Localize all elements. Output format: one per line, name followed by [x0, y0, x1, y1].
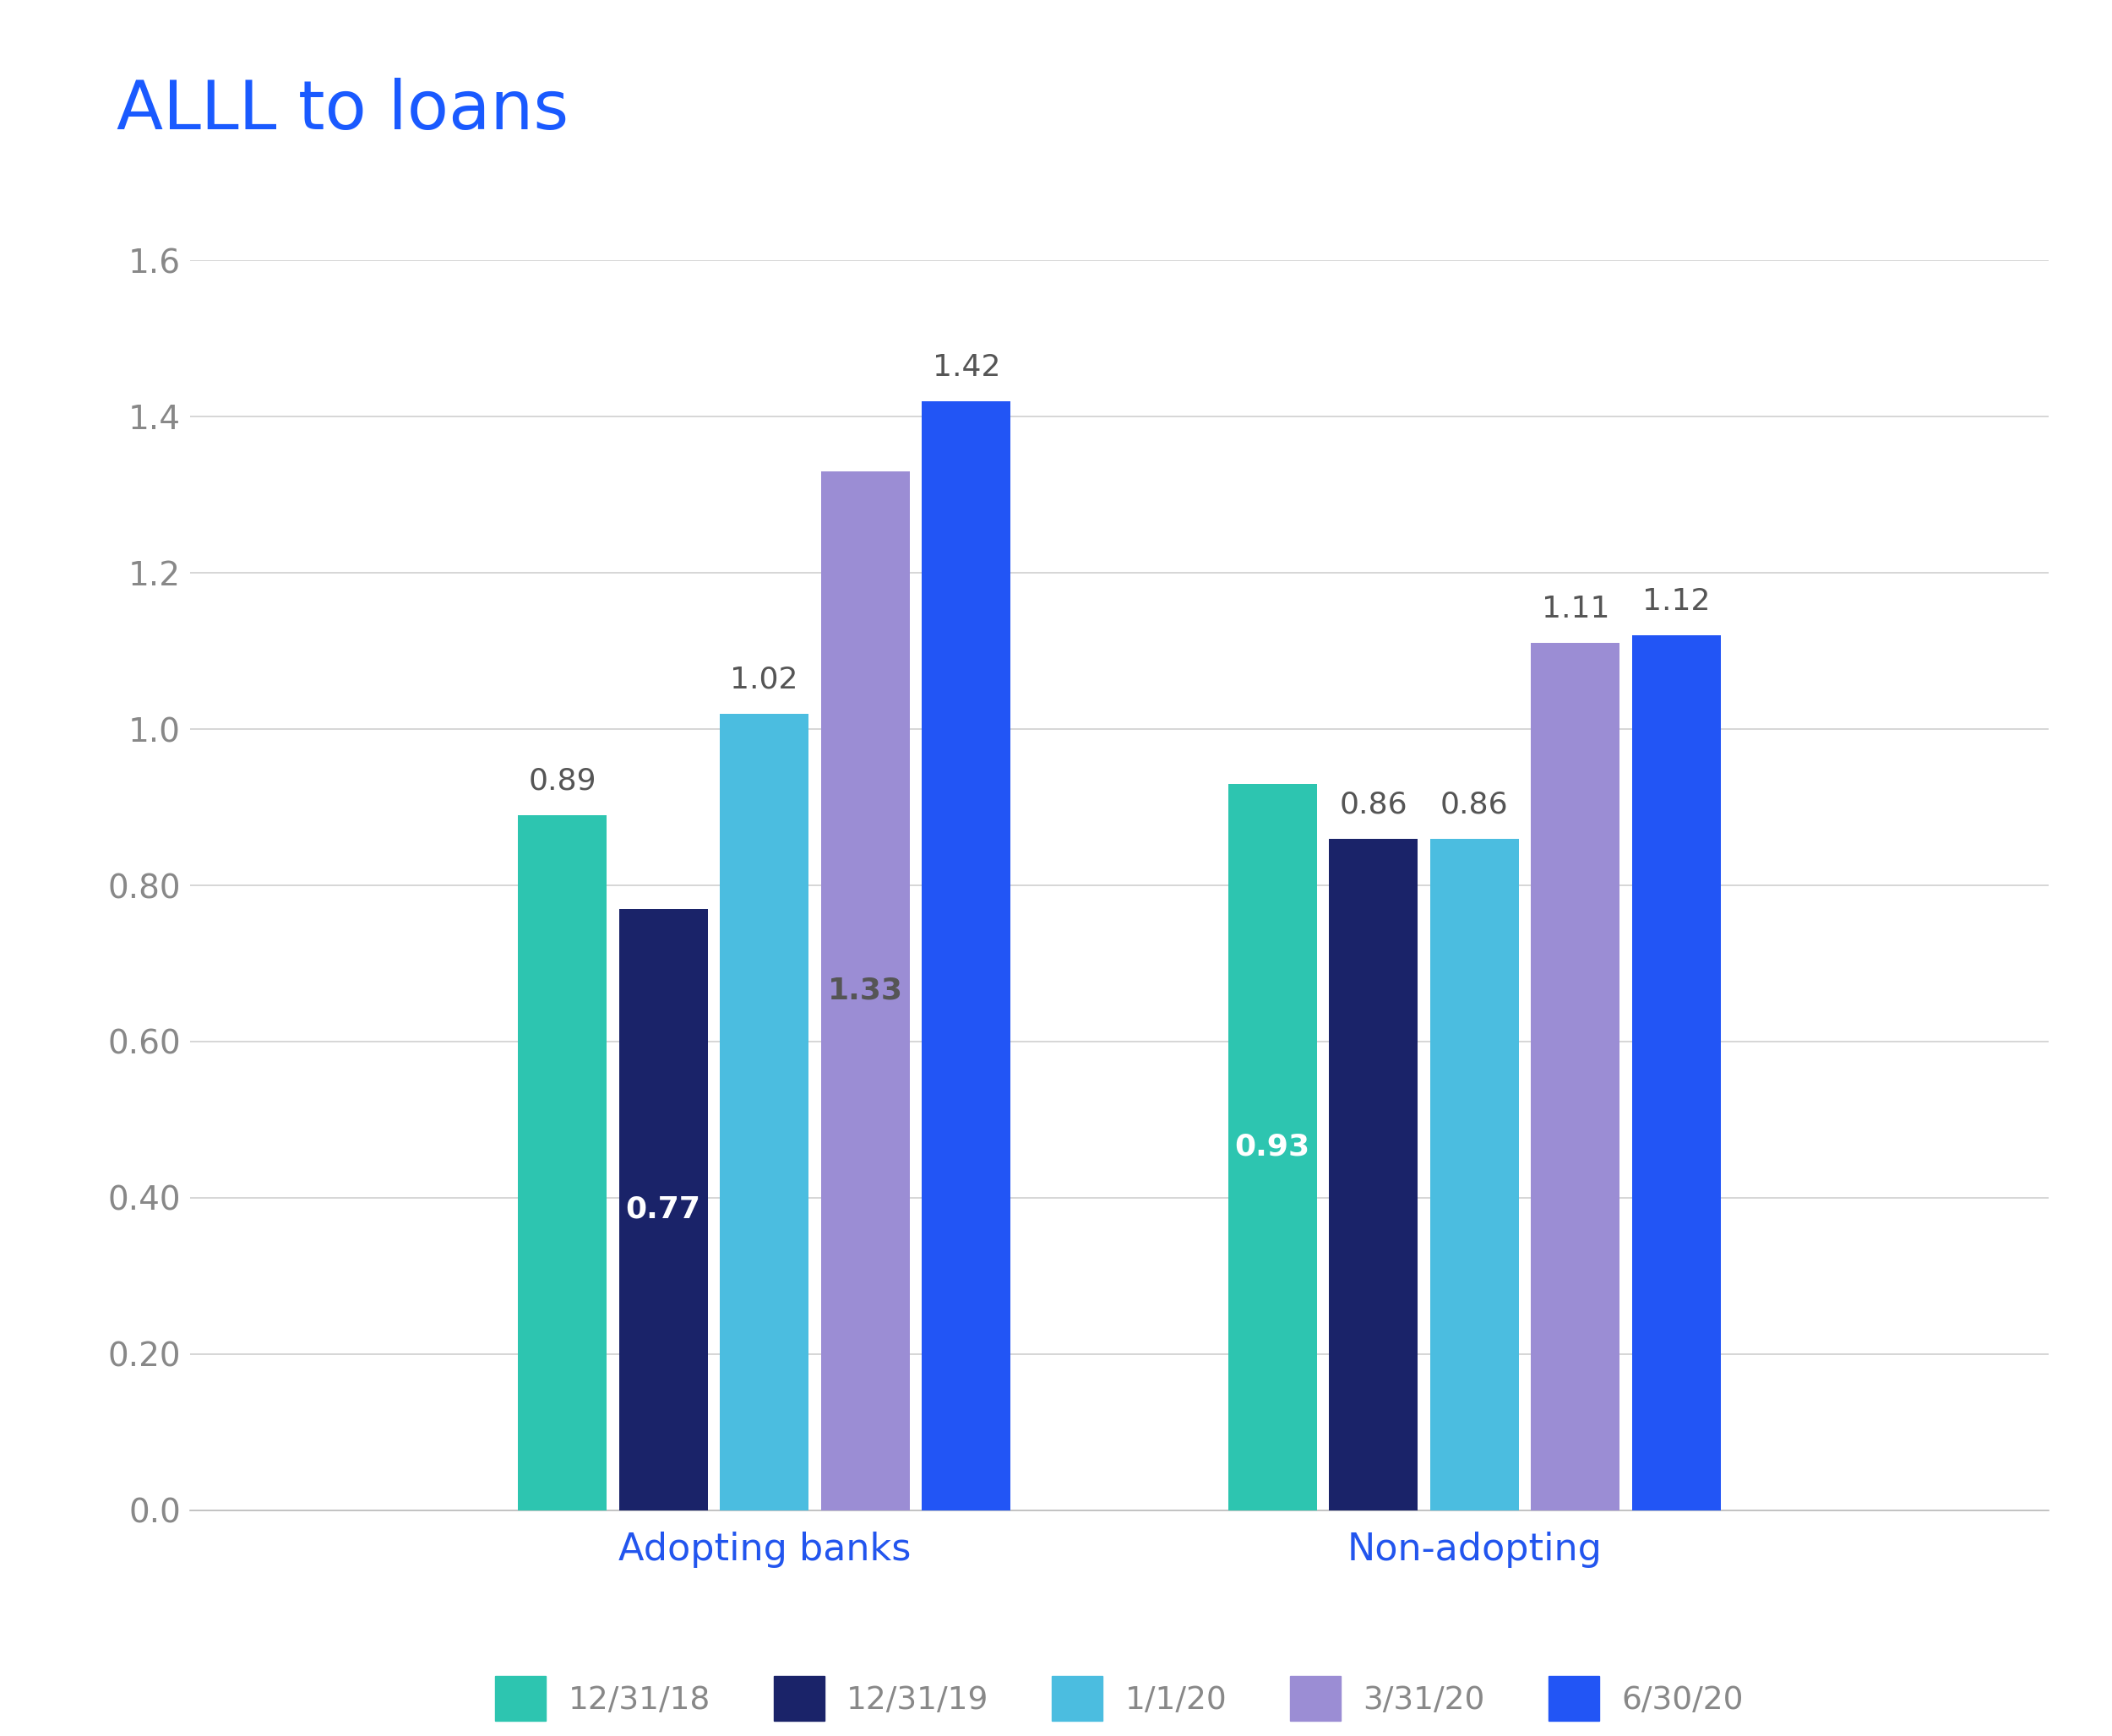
- Legend: 12/31/18, 12/31/19, 1/1/20, 3/31/20, 6/30/20: 12/31/18, 12/31/19, 1/1/20, 3/31/20, 6/3…: [482, 1663, 1757, 1734]
- Text: 1.12: 1.12: [1643, 587, 1711, 616]
- Bar: [517, 814, 606, 1510]
- Bar: [822, 470, 910, 1510]
- Bar: [1430, 838, 1519, 1510]
- Text: 0.93: 0.93: [1236, 1132, 1309, 1161]
- Text: 0.89: 0.89: [528, 767, 596, 795]
- Bar: [720, 713, 809, 1510]
- Bar: [1531, 642, 1620, 1510]
- Bar: [619, 910, 708, 1510]
- Bar: [923, 401, 1012, 1510]
- Bar: [1633, 635, 1721, 1510]
- Text: 0.77: 0.77: [625, 1194, 701, 1224]
- Bar: [1328, 838, 1417, 1510]
- Bar: [1227, 785, 1316, 1510]
- Text: 0.86: 0.86: [1440, 790, 1508, 819]
- Text: 1.02: 1.02: [731, 665, 798, 694]
- Text: 1.11: 1.11: [1542, 595, 1609, 623]
- Text: ALLL to loans: ALLL to loans: [116, 78, 568, 144]
- Text: 1.42: 1.42: [931, 352, 1001, 382]
- Text: 1.33: 1.33: [828, 976, 904, 1005]
- Text: 0.86: 0.86: [1339, 790, 1407, 819]
